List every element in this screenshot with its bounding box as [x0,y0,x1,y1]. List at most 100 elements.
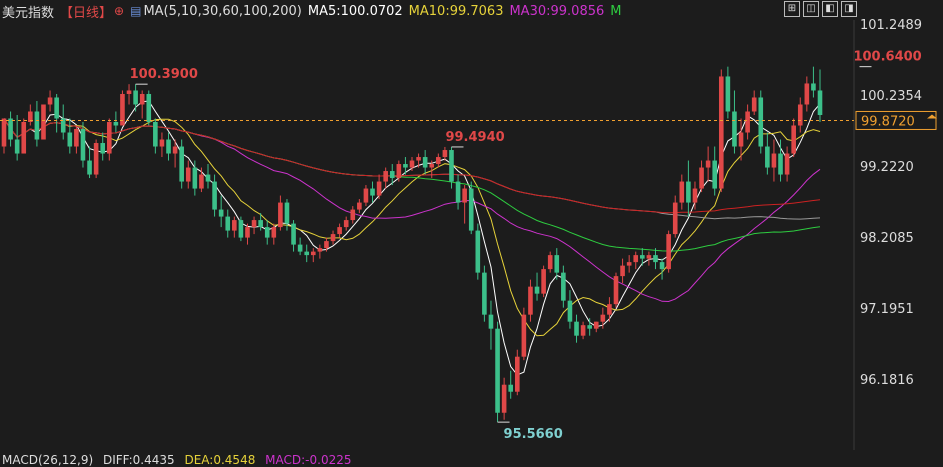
candle-body [758,97,764,147]
price-annotation: 100.6400 [853,50,921,65]
ma200-line [3,118,821,214]
candle-body [528,286,533,315]
candle-body [751,97,757,112]
candle-body [817,90,823,115]
grid-layout-icon[interactable]: ⊞ [784,1,800,17]
candle-body [238,220,244,238]
price-annotation: 99.4940 [445,130,504,145]
candle-body [126,90,132,94]
candle-body [159,139,165,147]
candle-body [370,188,375,196]
candle-body [778,153,783,175]
candle-body [666,234,671,270]
candle-body [192,167,198,189]
candle-body [541,269,546,294]
candle-body [225,216,231,231]
candle-body [422,157,428,168]
ma-params[interactable]: MA(5,10,30,60,100,200) [143,3,302,19]
chart-layout-icon[interactable]: ◧ [822,1,838,17]
candle-body [291,223,296,245]
candle-body [574,321,579,336]
candle-body [514,356,520,392]
candle-body [153,122,158,147]
candle-body [442,150,448,158]
candle-body [1,118,7,147]
ma10-line [3,118,821,337]
candle-body [278,202,283,228]
add-icon[interactable]: ⊕ [114,4,125,18]
price-annotation: 100.3900 [130,67,198,82]
chart-header: 美元指数 【日线】 ⊕ ▤ MA(5,10,30,60,100,200) MA5… [2,1,627,21]
candle-body [600,314,606,322]
candle-body [343,220,349,228]
period-selector[interactable]: 【日线】 [60,5,113,21]
candle-body [482,272,487,315]
candle-body [409,160,415,168]
ma5-value: MA5:100.0702 [307,3,403,19]
candle-body [383,171,388,182]
y-tick-label: 97.1951 [860,302,914,317]
price-annotation: 95.5660 [504,427,563,442]
candle-body [646,255,652,259]
candle-body [593,321,599,329]
candle-body [811,83,816,91]
candle-body [389,171,395,179]
candle-body [212,181,217,210]
candle-body [561,272,566,301]
candle-body [324,241,329,249]
candle-body [258,220,263,228]
candle-body [699,167,704,189]
ma5-line [3,100,821,376]
candle-body [396,164,402,179]
candle-body [501,384,507,413]
candle-body [607,304,612,315]
candle-body [718,76,724,189]
candle-body [28,111,33,123]
current-price-marker [927,114,937,119]
symbol-name: 美元指数 [2,5,55,21]
candle-body [179,146,184,182]
ma30-value: MA30:99.0856 [509,3,605,19]
candle-body [765,146,770,168]
candle-body [146,93,152,123]
candle-body [686,181,691,203]
candle-body [738,132,744,147]
candle-body [495,328,500,413]
candle-body [21,122,27,154]
candle-body [8,118,13,140]
candle-body [429,164,435,168]
candle-body [264,227,270,238]
candle-body [87,160,92,175]
candle-body [436,157,441,165]
candle-body [205,174,211,182]
indicator-icon[interactable]: ▤ [130,4,142,18]
candle-body [547,255,553,270]
panel-layout-icon[interactable]: ◨ [841,1,857,17]
candle-body [403,164,408,168]
candle-body [626,262,632,266]
candle-body [554,255,560,273]
candle-body [488,314,494,329]
y-tick-label: 96.1816 [860,373,914,388]
candle-body [784,153,790,175]
candle-body [363,188,369,203]
candle-body [172,146,178,154]
candle-body [692,188,698,203]
candle-body [462,188,467,203]
candle-body [672,202,678,235]
macd-header: MACD(26,12,9) DIFF:0.4435 DEA:0.4548 MAC… [2,453,358,467]
candle-body [317,248,323,252]
macd-label: MACD(26,12,9) [2,453,94,467]
candle-body [613,276,619,305]
split-layout-icon[interactable]: ◫ [803,1,819,17]
macd-diff: DIFF:0.4435 [102,453,175,467]
candle-body [455,181,461,203]
candle-body [679,181,685,203]
current-price-box [855,110,937,130]
candle-body [60,118,66,133]
candle-body [337,227,342,235]
candle-body [640,255,645,259]
candle-body [297,244,303,252]
candle-body [47,97,53,105]
